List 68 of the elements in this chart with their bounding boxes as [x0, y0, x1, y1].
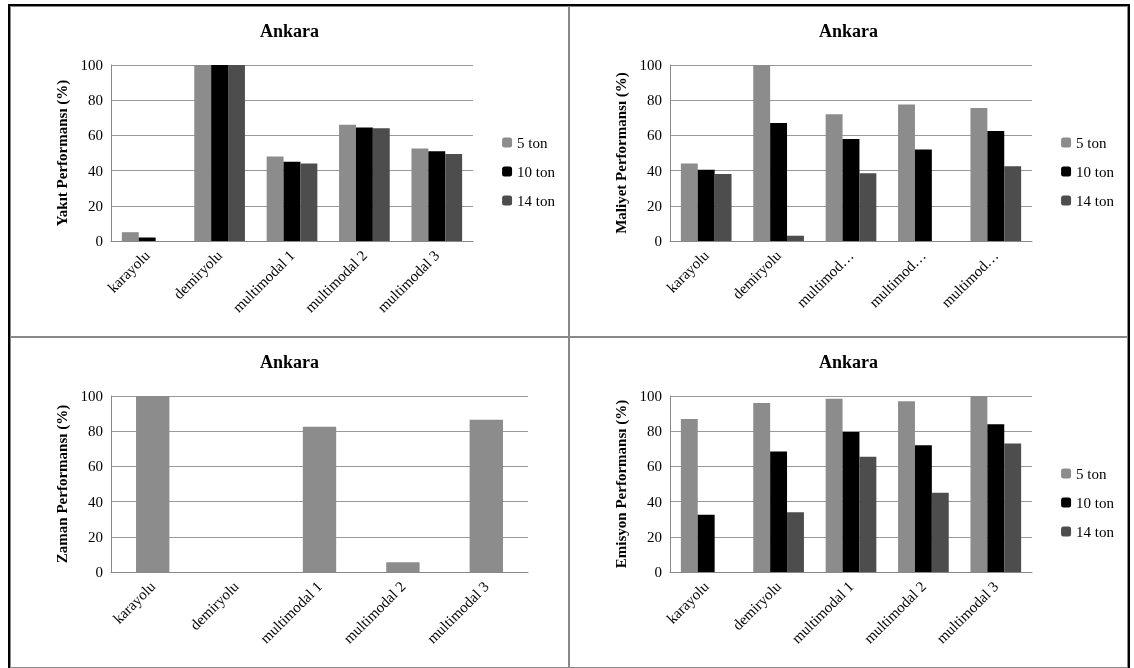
y-tick-label: 40 — [647, 493, 662, 510]
legend-label: 10 ton — [1076, 163, 1115, 180]
bar — [987, 131, 1005, 241]
bar — [372, 128, 390, 241]
bar — [1004, 443, 1022, 572]
y-tick-label: 60 — [647, 127, 662, 144]
legend-label: 10 ton — [1076, 494, 1115, 511]
y-tick-label: 40 — [647, 162, 662, 179]
bar — [697, 169, 715, 241]
y-tick-label: 100 — [639, 57, 662, 73]
y-tick-label: 0 — [95, 564, 103, 580]
y-tick-label: 0 — [95, 233, 103, 249]
y-tick-label: 60 — [88, 127, 103, 144]
bar — [138, 237, 156, 241]
y-tick-label: 80 — [647, 92, 662, 109]
legend-label: 5 ton — [1076, 465, 1107, 482]
y-tick-label: 20 — [88, 197, 103, 214]
y-tick-label: 20 — [647, 528, 662, 545]
bar — [1004, 166, 1022, 241]
bar — [770, 123, 788, 241]
legend-label: 14 ton — [1076, 192, 1115, 209]
bar — [283, 161, 301, 241]
legend-label: 5 ton — [1076, 134, 1107, 151]
bar — [445, 153, 463, 241]
bar — [211, 65, 229, 241]
y-tick-label: 100 — [639, 388, 662, 404]
y-axis-title: Yakıt Performansı (%) — [54, 79, 72, 227]
y-tick-label: 60 — [647, 458, 662, 475]
chart-title: Ankara — [259, 21, 320, 41]
y-tick-label: 80 — [647, 423, 662, 440]
y-tick-label: 100 — [80, 57, 103, 73]
y-tick-label: 0 — [654, 233, 662, 249]
y-tick-label: 40 — [88, 162, 103, 179]
legend-label: 5 ton — [517, 134, 548, 151]
legend-label: 10 ton — [517, 163, 556, 180]
bar — [842, 432, 860, 572]
y-tick-label: 40 — [88, 493, 103, 510]
y-tick-label: 80 — [88, 92, 103, 109]
bar — [987, 424, 1005, 572]
bar — [787, 512, 804, 572]
bar — [859, 456, 877, 572]
chart-title: Ankara — [818, 21, 879, 41]
chart-title: Ankara — [818, 352, 879, 372]
bar — [300, 163, 318, 241]
y-tick-label: 20 — [88, 528, 103, 545]
legend-label: 14 ton — [1076, 523, 1115, 540]
bar — [859, 173, 877, 241]
y-tick-label: 0 — [654, 564, 662, 580]
bar — [428, 151, 446, 241]
bar — [228, 65, 245, 241]
y-tick-label: 60 — [88, 458, 103, 475]
bar — [714, 174, 732, 241]
bar — [842, 138, 860, 241]
bar — [355, 127, 373, 241]
y-tick-label: 20 — [647, 197, 662, 214]
y-tick-label: 80 — [88, 423, 103, 440]
y-axis-title: Emisyon Performansı (%) — [613, 399, 631, 569]
bar — [914, 149, 932, 241]
bar — [697, 514, 715, 572]
y-tick-label: 100 — [80, 388, 103, 404]
bar — [914, 445, 932, 572]
y-axis-title: Zaman Performansı (%) — [54, 404, 72, 564]
legend-label: 14 ton — [517, 192, 556, 209]
y-axis-title: Maliyet Performansı (%) — [613, 72, 631, 234]
bar — [787, 235, 804, 241]
chart-title: Ankara — [259, 352, 320, 372]
bar — [770, 451, 788, 572]
bar — [931, 492, 949, 572]
